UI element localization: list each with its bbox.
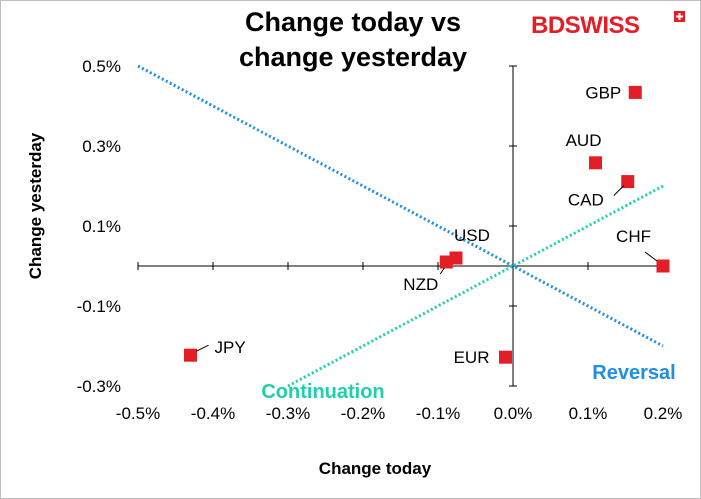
x-tick-label: -0.5% — [116, 404, 160, 423]
point-nzd — [439, 255, 453, 269]
point-eur — [499, 350, 512, 364]
point-cad — [621, 175, 635, 189]
chart-title-line-1: Change today vs — [245, 7, 461, 37]
point-aud — [589, 156, 602, 170]
continuation-annotation: Continuation — [261, 381, 384, 403]
y-axis-title: Change yesterday — [26, 132, 45, 279]
point-label-gbp: GBP — [585, 83, 621, 102]
svg-text:BDSWISS: BDSWISS — [531, 12, 640, 39]
reversal-annotation: Reversal — [592, 362, 675, 384]
leader-line-chf — [644, 251, 658, 262]
x-tick-label: 0.0% — [494, 404, 533, 423]
y-tick-label: 0.5% — [82, 57, 121, 76]
x-tick-label: 0.1% — [569, 404, 608, 423]
continuation-reference-line — [287, 184, 664, 388]
brand-part-1: BD — [531, 12, 565, 39]
x-axis-title: Change today — [319, 459, 432, 478]
reversal-reference-line — [137, 64, 664, 348]
brand-part-2: SWISS — [565, 12, 640, 39]
x-tick-label: -0.1% — [416, 404, 460, 423]
x-tick-label: 0.2% — [644, 404, 683, 423]
leader-line-jpy — [196, 344, 209, 352]
y-tick-label: -0.1% — [77, 297, 121, 316]
plot-area: -0.5% -0.4% -0.3% -0.2% -0.1% 0.0% 0.1% 0.2% 0.5… — [77, 57, 683, 423]
y-tick-label: 0.1% — [82, 217, 121, 236]
leader-line-cad — [613, 185, 625, 196]
point-label-aud: AUD — [566, 131, 602, 150]
x-tick-label: -0.2% — [341, 404, 385, 423]
point-jpy — [184, 348, 197, 362]
y-tick-label: -0.3% — [77, 377, 121, 396]
point-label-nzd: NZD — [403, 275, 438, 294]
bdswiss-logo: BDSWISS — [531, 11, 685, 39]
swiss-cross-icon — [674, 11, 685, 22]
x-tick-label: -0.4% — [191, 404, 235, 423]
chart-title-line-2: change yesterday — [239, 42, 467, 72]
point-label-eur: EUR — [454, 348, 490, 367]
leader-line-nzd — [439, 267, 445, 275]
point-label-chf: CHF — [616, 227, 651, 246]
y-tick-label: 0.3% — [82, 137, 121, 156]
point-label-cad: CAD — [568, 191, 604, 210]
point-gbp — [628, 85, 642, 99]
point-label-jpy: JPY — [215, 338, 246, 357]
point-label-usd: USD — [454, 226, 490, 245]
point-chf — [656, 259, 670, 273]
x-tick-label: -0.3% — [266, 404, 310, 423]
